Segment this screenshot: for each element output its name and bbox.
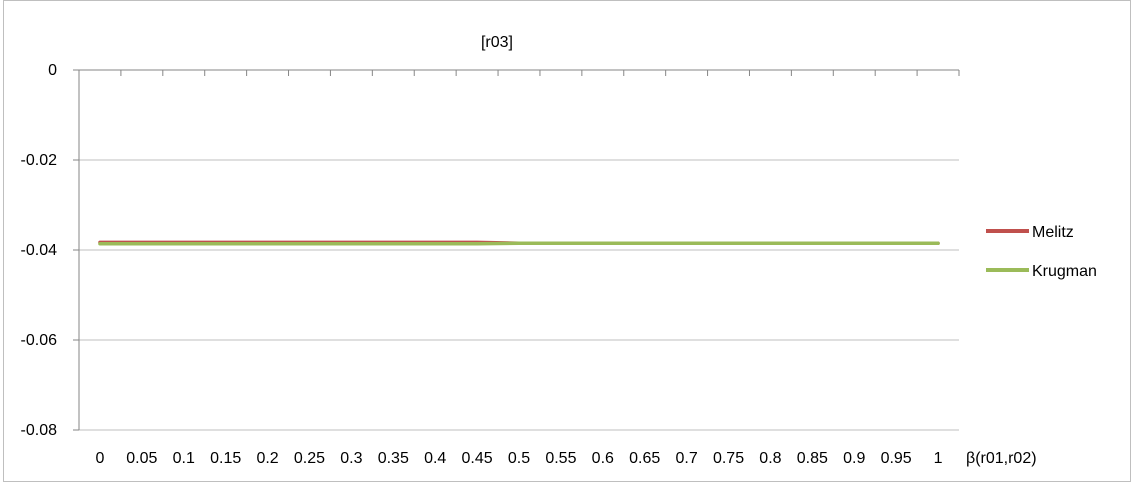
x-tick-label: 0 bbox=[95, 450, 104, 467]
x-tick-label: 0.65 bbox=[629, 450, 660, 467]
x-tick-label: 0.55 bbox=[545, 450, 576, 467]
y-tick-label: -0.04 bbox=[21, 242, 58, 259]
x-tick-label: 0.05 bbox=[126, 450, 157, 467]
gridlines bbox=[79, 159, 959, 431]
x-tick-label: 0.7 bbox=[675, 450, 697, 467]
x-tick-label: 1 bbox=[934, 450, 943, 467]
legend-label-melitz: Melitz bbox=[1032, 224, 1074, 241]
x-tick-label: 0.95 bbox=[881, 450, 912, 467]
x-tick-label: 0.8 bbox=[759, 450, 781, 467]
x-tick-label: 0.35 bbox=[378, 450, 409, 467]
x-tick-label: 0.45 bbox=[462, 450, 493, 467]
x-tick-label: 0.85 bbox=[797, 450, 828, 467]
x-tick-label: 0.6 bbox=[592, 450, 614, 467]
y-tick-label: 0 bbox=[48, 62, 57, 79]
x-tick-label: 0.25 bbox=[294, 450, 325, 467]
legend: Melitz Krugman bbox=[986, 224, 1097, 280]
x-axis-label: β(r01,r02) bbox=[966, 450, 1037, 467]
y-tick-label: -0.02 bbox=[21, 152, 58, 169]
x-tick-label: 0.1 bbox=[173, 450, 195, 467]
x-tick-label: 0.75 bbox=[713, 450, 744, 467]
y-tick-label: -0.06 bbox=[21, 332, 58, 349]
legend-label-krugman: Krugman bbox=[1032, 263, 1097, 280]
y-tick-label: -0.08 bbox=[21, 422, 58, 439]
x-tick-label: 0.15 bbox=[210, 450, 241, 467]
chart-title: [r03] bbox=[481, 34, 513, 51]
x-tick-label: 0.9 bbox=[843, 450, 865, 467]
series-lines bbox=[98, 240, 940, 246]
tick-labels: 0 -0.02 -0.04 -0.06 -0.08 0 0.05 0.1 0.15 0.2 0.25… bbox=[21, 62, 943, 467]
x-tick-label: 0.3 bbox=[340, 450, 362, 467]
x-tick-label: 0.2 bbox=[256, 450, 278, 467]
x-tick-label: 0.4 bbox=[424, 450, 446, 467]
axes bbox=[73, 69, 960, 431]
x-tick-label: 0.5 bbox=[508, 450, 530, 467]
